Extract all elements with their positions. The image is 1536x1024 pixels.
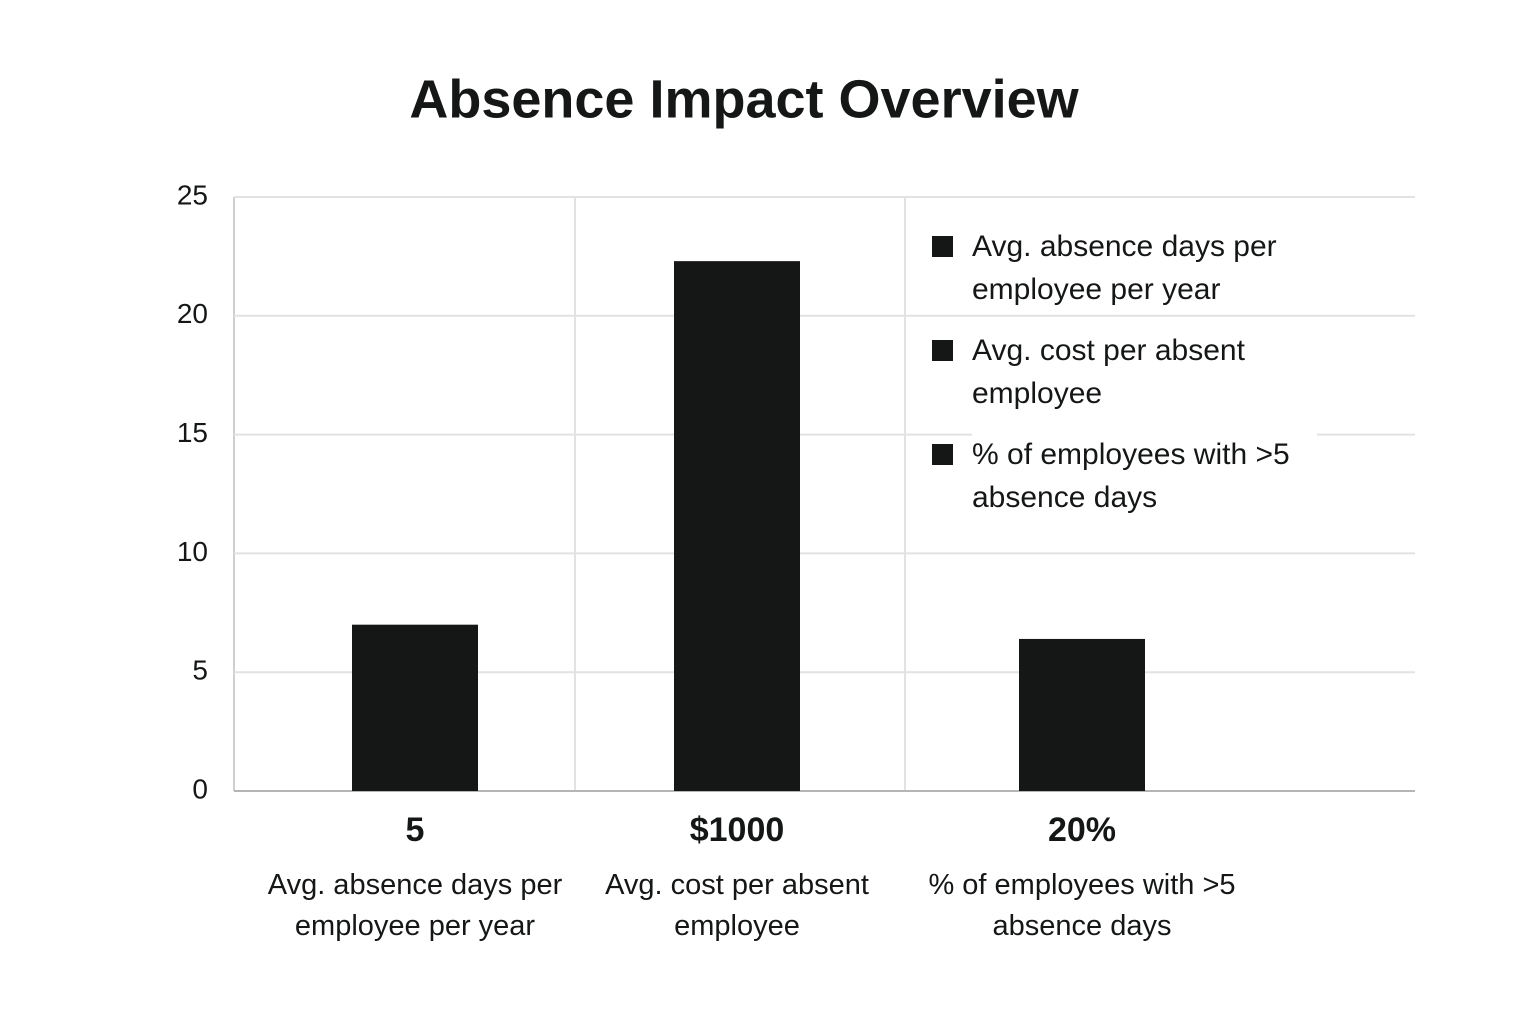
headline-figure: $1000 [689, 811, 785, 849]
chart-title: Absence Impact Overview [409, 69, 1079, 129]
y-tick-label: 20 [177, 298, 208, 329]
y-tick-label: 15 [177, 417, 208, 448]
legend-swatch [932, 340, 953, 361]
legend-label: Avg. absence days per employee per year [972, 225, 1317, 311]
bar [674, 261, 800, 792]
x-tick-label: Avg. absence days per employee per year [267, 869, 563, 942]
bar [352, 624, 478, 791]
headline-figure: 5 [405, 811, 425, 849]
bar [1019, 638, 1145, 791]
legend-label: Avg. cost per absent employee [972, 329, 1317, 415]
y-tick-label: 10 [177, 536, 208, 567]
y-tick-label: 0 [192, 773, 208, 804]
legend-swatch [932, 444, 953, 465]
x-tick-label: Avg. cost per absent employee [605, 869, 869, 942]
headline-figure: 20% [1047, 811, 1117, 849]
y-tick-label: 25 [177, 179, 208, 210]
x-tick-label: % of employees with >5 absence days [928, 869, 1236, 942]
y-tick-label: 5 [192, 655, 208, 686]
legend-swatch [932, 236, 953, 257]
legend-label: % of employees with >5 absence days [972, 433, 1317, 519]
